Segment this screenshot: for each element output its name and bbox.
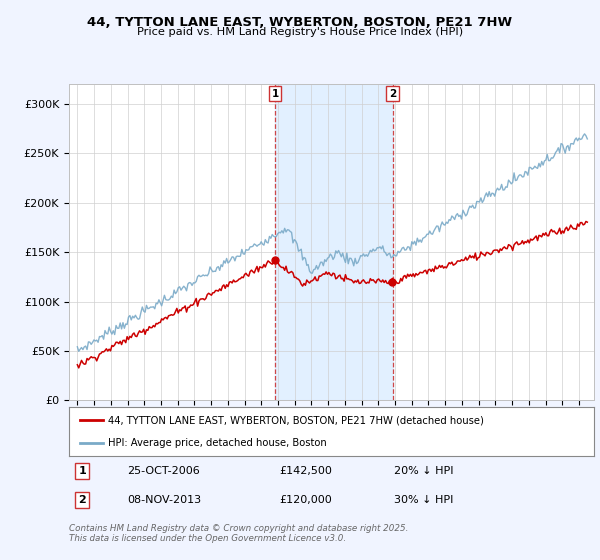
Text: 08-NOV-2013: 08-NOV-2013 bbox=[127, 496, 201, 505]
Text: £142,500: £142,500 bbox=[279, 466, 332, 476]
Text: Contains HM Land Registry data © Crown copyright and database right 2025.
This d: Contains HM Land Registry data © Crown c… bbox=[69, 524, 409, 543]
Text: 30% ↓ HPI: 30% ↓ HPI bbox=[395, 496, 454, 505]
Text: £120,000: £120,000 bbox=[279, 496, 332, 505]
Text: 1: 1 bbox=[78, 466, 86, 476]
Text: 44, TYTTON LANE EAST, WYBERTON, BOSTON, PE21 7HW (detached house): 44, TYTTON LANE EAST, WYBERTON, BOSTON, … bbox=[109, 416, 484, 426]
Bar bbox=[275, 84, 392, 400]
Text: Price paid vs. HM Land Registry's House Price Index (HPI): Price paid vs. HM Land Registry's House … bbox=[137, 27, 463, 37]
Text: 20% ↓ HPI: 20% ↓ HPI bbox=[395, 466, 454, 476]
Text: 44, TYTTON LANE EAST, WYBERTON, BOSTON, PE21 7HW: 44, TYTTON LANE EAST, WYBERTON, BOSTON, … bbox=[88, 16, 512, 29]
Text: 2: 2 bbox=[389, 88, 397, 99]
Text: 25-OCT-2006: 25-OCT-2006 bbox=[127, 466, 199, 476]
Text: HPI: Average price, detached house, Boston: HPI: Average price, detached house, Bost… bbox=[109, 438, 327, 448]
Text: 2: 2 bbox=[78, 496, 86, 505]
Text: 1: 1 bbox=[271, 88, 278, 99]
